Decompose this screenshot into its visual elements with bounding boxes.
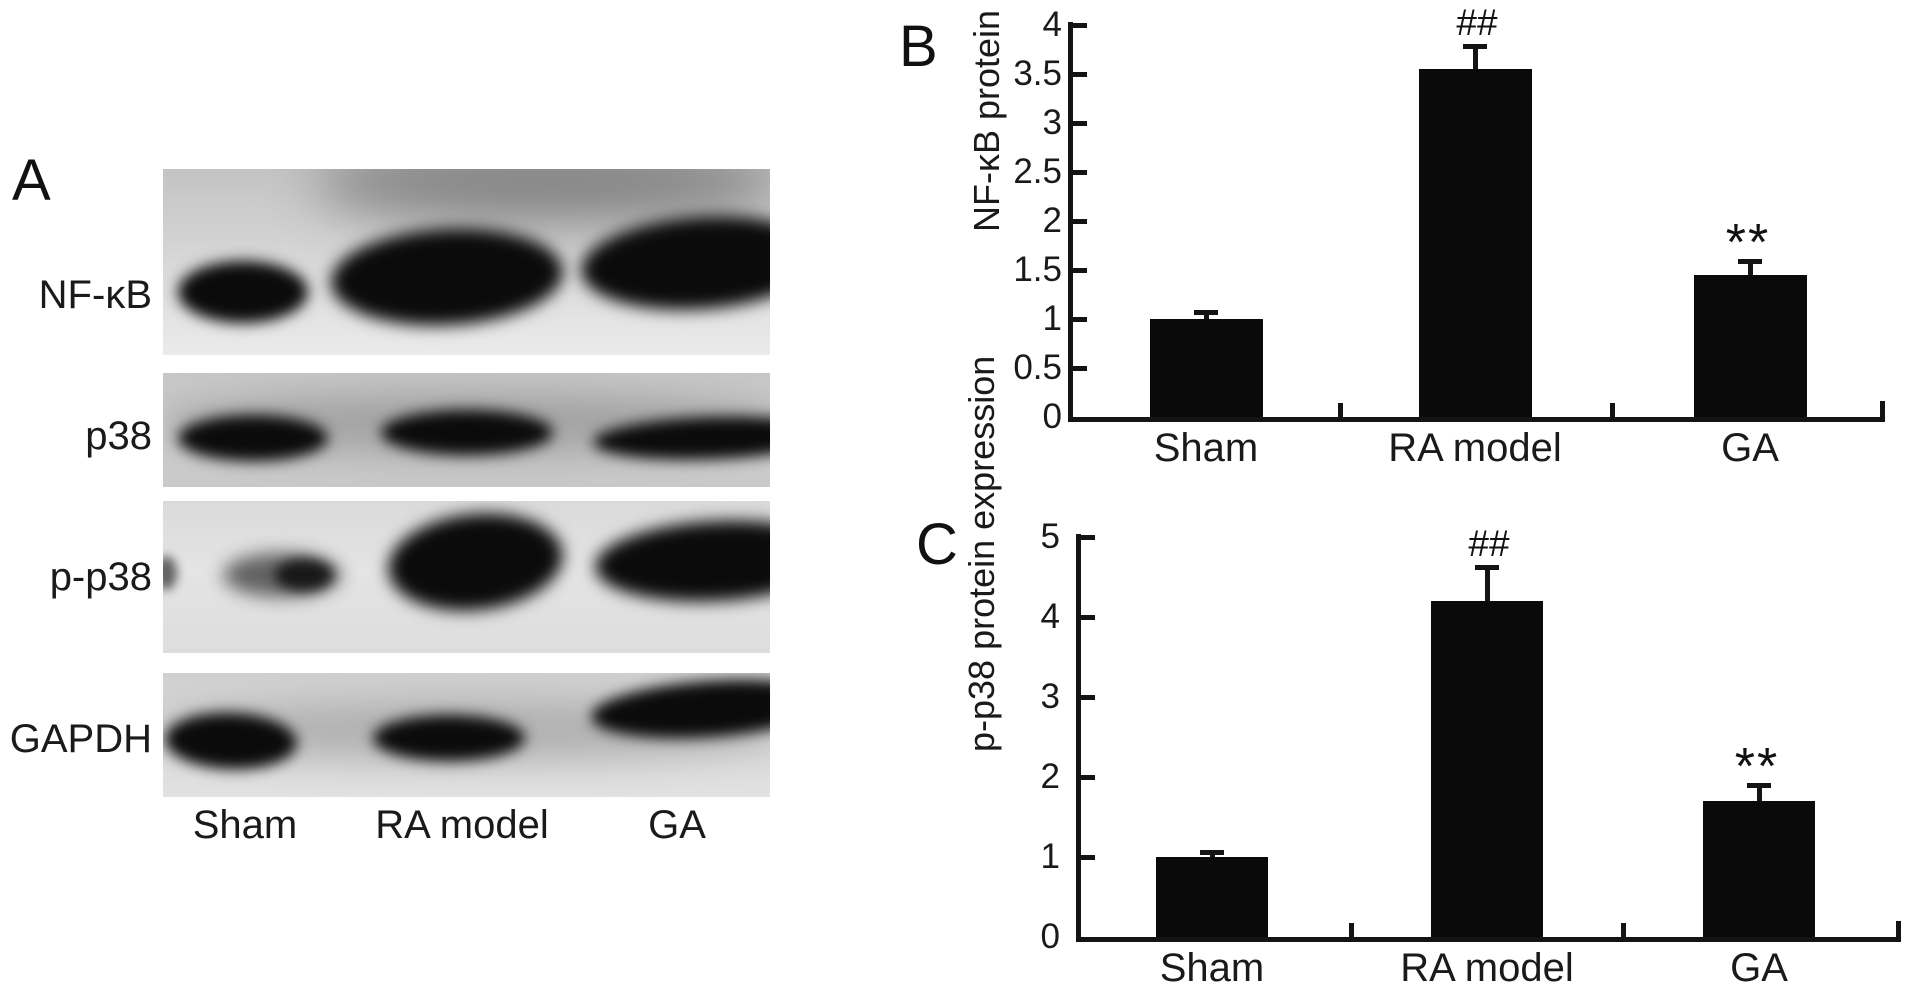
x-category-label: Sham	[1153, 426, 1259, 470]
panel-c-label: C	[916, 512, 958, 577]
blot-row-label-gapdh: GAPDH	[9, 717, 152, 761]
y-tick-mark	[1081, 775, 1095, 780]
y-tick-label: 2.5	[1013, 152, 1062, 191]
y-tick-label: 3	[1040, 677, 1060, 716]
y-tick-label: 1.5	[1013, 250, 1062, 289]
significance-hashes: ##	[1468, 522, 1510, 564]
significance-hashes: ##	[1456, 1, 1498, 43]
bar-sham	[1156, 857, 1268, 937]
y-tick-label: 4	[1040, 597, 1060, 636]
y-tick-mark	[1081, 615, 1095, 620]
y-tick-label: 1	[1042, 299, 1062, 338]
error-bar-whisker	[1485, 566, 1490, 601]
x-tick-mark	[1349, 923, 1354, 937]
error-bar-whisker	[1204, 312, 1209, 319]
y-axis-line	[1076, 534, 1081, 942]
blot-lane-label-ga: GA	[648, 803, 706, 847]
y-tick-mark	[1081, 855, 1095, 860]
error-bar-whisker	[1748, 261, 1753, 275]
x-tick-mark	[1610, 403, 1615, 417]
error-bar-cap	[1747, 783, 1771, 788]
error-bar-cap	[1463, 43, 1487, 49]
y-tick-label: 2	[1042, 201, 1062, 240]
blot-band-p-p38-sham-core	[275, 559, 333, 591]
y-tick-mark	[1073, 72, 1087, 77]
x-category-label: Sham	[1159, 946, 1265, 990]
blot-band-p38-sham	[178, 415, 328, 461]
y-tick-label: 0	[1040, 917, 1060, 956]
blot-row-label-p38: p38	[85, 414, 152, 458]
y-tick-label: 2	[1040, 757, 1060, 796]
blot-lane-label-ra-model: RA model	[375, 803, 549, 847]
y-tick-mark	[1073, 219, 1087, 224]
y-tick-label: 0.5	[1013, 348, 1062, 387]
significance-asterisks: **	[1734, 738, 1780, 796]
blot-strip-p-p38	[163, 501, 770, 653]
error-bar-cap	[1200, 850, 1224, 856]
error-bar-cap	[1738, 259, 1762, 265]
bar-ga	[1703, 801, 1815, 937]
blot-row-label-nfkb: NF-κB	[38, 273, 152, 317]
x-axis-line	[1068, 417, 1885, 422]
x-axis-line	[1076, 937, 1901, 942]
bar-sham	[1149, 319, 1263, 417]
bar-ga	[1693, 274, 1807, 417]
blot-strip-gapdh	[163, 673, 770, 797]
blot-lane-label-sham: Sham	[192, 803, 298, 847]
blot-band-nfkb-sham	[178, 261, 308, 323]
y-tick-label: 0	[1042, 397, 1062, 436]
x-category-label: RA model	[1388, 426, 1562, 470]
x-tick-mark	[1338, 403, 1343, 417]
error-bar-whisker	[1757, 785, 1762, 801]
y-axis-line	[1068, 22, 1073, 422]
error-bar-cap	[1475, 564, 1499, 570]
y-tick-label: 5	[1040, 517, 1060, 556]
error-bar-whisker	[1473, 45, 1478, 70]
y-tick-mark	[1073, 121, 1087, 126]
panel-b-label: B	[899, 14, 938, 79]
x-category-label: GA	[1730, 946, 1788, 990]
x-category-label: GA	[1721, 426, 1779, 470]
y-tick-mark	[1073, 366, 1087, 371]
x-tick-mark	[1621, 923, 1626, 937]
bar-ra-model	[1418, 69, 1532, 417]
blot-strip-nfkb	[163, 169, 770, 355]
x-axis-end-tick	[1880, 401, 1885, 417]
significance-asterisks: **	[1725, 214, 1771, 273]
y-tick-label: 1	[1040, 837, 1060, 876]
blot-band-p38-ra-model	[381, 410, 553, 455]
y-tick-mark	[1073, 268, 1087, 273]
bar-ra-model	[1431, 601, 1543, 937]
x-category-label: RA model	[1400, 946, 1574, 990]
y-tick-label: 4	[1042, 5, 1062, 44]
y-tick-label: 3.5	[1013, 54, 1062, 93]
y-tick-mark	[1073, 317, 1087, 322]
y-tick-label: 3	[1042, 103, 1062, 142]
y-tick-mark	[1073, 23, 1087, 28]
blot-row-label-p-p38: p-p38	[49, 555, 152, 599]
x-axis-end-tick	[1896, 921, 1901, 937]
blot-band-gapdh-ra-model	[373, 715, 525, 761]
blot-strip-p38	[163, 373, 770, 487]
blot-band-p-p38-edge-speck	[163, 556, 177, 590]
y-tick-mark	[1081, 535, 1095, 540]
y-tick-mark	[1073, 170, 1087, 175]
panel-a-label: A	[12, 148, 51, 213]
error-bar-cap	[1194, 310, 1218, 316]
y-tick-mark	[1081, 695, 1095, 700]
